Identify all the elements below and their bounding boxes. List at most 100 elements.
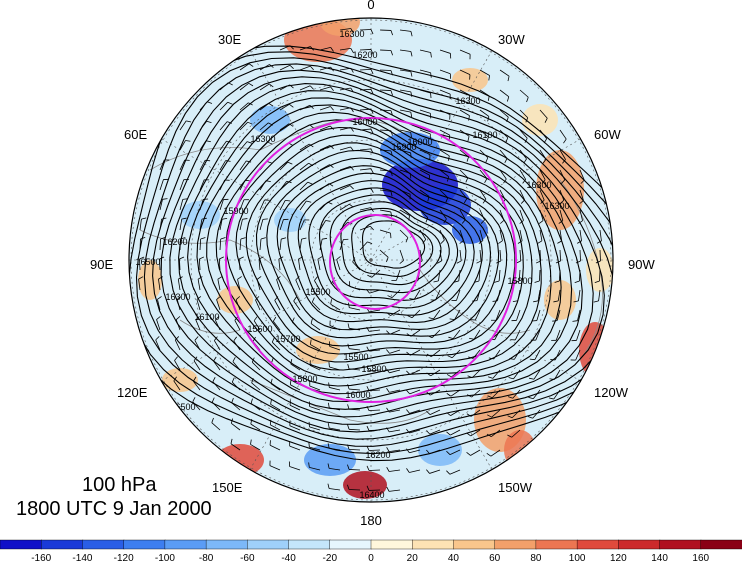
wind-barb-flag (370, 69, 374, 75)
wind-barb-shaft (231, 402, 241, 411)
wind-barb-shaft (578, 289, 581, 301)
wind-barb-flag (251, 357, 255, 363)
wind-barb-shaft (219, 82, 229, 91)
wind-barb (259, 122, 273, 131)
wind-barb (571, 329, 581, 342)
wind-barb-shaft (579, 229, 582, 241)
wind-barb (339, 146, 354, 152)
wind-barb-flag (159, 256, 165, 260)
wind-barb (317, 256, 323, 271)
contour-label: 16100 (194, 312, 219, 322)
lon-label-30e: 30E (218, 32, 241, 47)
wind-barb-shaft (419, 169, 430, 176)
wind-barb-shaft (554, 369, 561, 380)
wind-barb-shaft (539, 209, 544, 221)
wind-barb (199, 179, 210, 191)
wind-barb-shaft (239, 160, 247, 171)
wind-barb-flag (366, 445, 370, 451)
wind-barb-shaft (219, 238, 222, 251)
wind-barb-shaft (199, 179, 205, 191)
wind-barb-shaft (279, 181, 288, 191)
wind-barb-shaft (176, 299, 181, 311)
wind-barb-flag (523, 158, 527, 164)
wind-barb-flag (466, 432, 471, 437)
wind-barb-shaft (239, 63, 250, 71)
wind-barb-shaft (319, 183, 330, 191)
wind-barb (453, 269, 461, 283)
wind-barb (295, 276, 301, 291)
wind-barb-shaft (396, 269, 401, 281)
wind-barb (219, 121, 233, 131)
wind-barb (219, 198, 229, 211)
wind-barb (467, 369, 481, 379)
wind-barb-flag (289, 379, 292, 385)
wind-barb (439, 149, 450, 161)
wind-barb-shaft (359, 207, 371, 211)
wind-barb-flag (492, 300, 498, 302)
wind-barb (499, 89, 510, 102)
wind-barb (492, 289, 501, 302)
wind-barb (197, 276, 203, 291)
wind-barb-shaft (309, 446, 321, 451)
meridian-line (249, 50, 372, 261)
anomaly-patch (180, 201, 220, 229)
wind-barb-shaft (452, 329, 461, 339)
wind-barb (459, 129, 470, 142)
wind-barb-flag (174, 356, 178, 361)
wind-barb-shaft (270, 403, 281, 411)
wind-barb-flag (260, 237, 266, 240)
wind-barb-flag (161, 217, 167, 220)
wind-barb (399, 149, 412, 158)
wind-barb (308, 462, 321, 471)
wind-barb-flag (253, 316, 258, 321)
colorbar-label: -140 (72, 553, 92, 561)
wind-barb (299, 65, 314, 71)
wind-barb-shaft (259, 83, 270, 91)
colorbar-swatch (412, 539, 455, 550)
height-contour (129, 45, 613, 462)
wind-barb-flag (559, 200, 565, 204)
wind-barb (327, 483, 341, 491)
wind-barb-flag (469, 337, 475, 340)
wind-barb (487, 389, 501, 399)
wind-barb-flag (595, 260, 601, 264)
wind-barb-shaft (329, 467, 341, 471)
wind-barb-flag (390, 170, 393, 177)
height-contour (235, 134, 524, 363)
wind-barb-flag (367, 274, 373, 278)
wind-barb (328, 362, 341, 371)
wind-barb (179, 159, 190, 171)
wind-barb-flag (446, 374, 452, 378)
wind-barb (406, 468, 421, 473)
wind-barb (199, 140, 211, 151)
wind-barb-flag (557, 240, 562, 244)
wind-barb-flag (409, 298, 415, 300)
wind-barb-shaft (329, 427, 341, 431)
wind-barb-flag (199, 256, 205, 260)
wind-barb (507, 389, 521, 399)
wind-barb (259, 237, 266, 251)
wind-barb-shaft (310, 323, 321, 331)
wind-barb-flag (201, 217, 207, 220)
wind-barb-flag (322, 237, 328, 240)
wind-barb-shaft (471, 369, 481, 379)
wind-barb-flag (430, 72, 432, 78)
wind-barb-shaft (450, 429, 461, 436)
wind-barb (366, 445, 381, 451)
wind-barb (459, 169, 469, 183)
wind-barb-shaft (379, 229, 391, 234)
wind-barb-shaft (299, 85, 311, 91)
wind-barb (347, 363, 361, 371)
wind-barb-shaft (159, 179, 164, 191)
wind-barb-shaft (479, 229, 484, 241)
anomaly-patch (162, 368, 198, 392)
wind-barb-flag (347, 384, 350, 390)
wind-barb-shaft (479, 249, 482, 261)
wind-barb (539, 129, 548, 144)
wind-barb-flag (205, 159, 211, 162)
wind-barb-shaft (576, 329, 581, 341)
wind-barb (359, 68, 374, 75)
wind-barb (386, 368, 401, 374)
wind-barb (336, 256, 341, 271)
wind-barb (314, 276, 321, 291)
